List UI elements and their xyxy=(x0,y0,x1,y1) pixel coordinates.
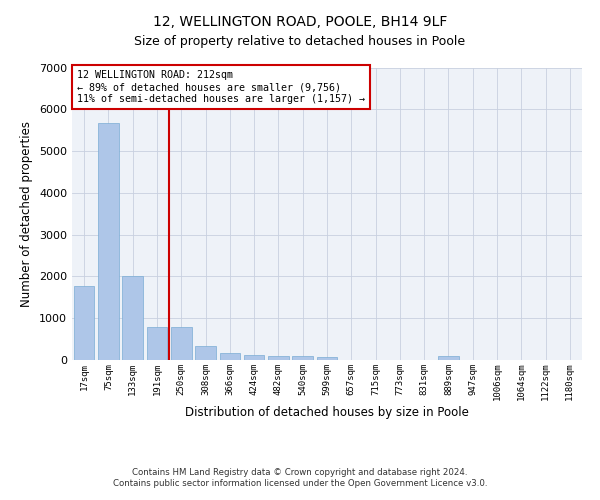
Bar xyxy=(98,122,119,360)
Bar xyxy=(220,352,240,360)
Bar xyxy=(122,276,143,360)
Bar xyxy=(195,346,216,360)
Bar xyxy=(244,356,265,360)
Bar xyxy=(292,356,313,360)
X-axis label: Distribution of detached houses by size in Poole: Distribution of detached houses by size … xyxy=(185,406,469,419)
Bar xyxy=(268,356,289,360)
Text: 12 WELLINGTON ROAD: 212sqm
← 89% of detached houses are smaller (9,756)
11% of s: 12 WELLINGTON ROAD: 212sqm ← 89% of deta… xyxy=(77,70,365,104)
Bar xyxy=(317,356,337,360)
Y-axis label: Number of detached properties: Number of detached properties xyxy=(20,120,34,306)
Bar xyxy=(171,326,191,360)
Bar xyxy=(438,356,459,360)
Bar xyxy=(74,286,94,360)
Bar xyxy=(146,326,167,360)
Text: Contains HM Land Registry data © Crown copyright and database right 2024.
Contai: Contains HM Land Registry data © Crown c… xyxy=(113,468,487,487)
Text: Size of property relative to detached houses in Poole: Size of property relative to detached ho… xyxy=(134,35,466,48)
Text: 12, WELLINGTON ROAD, POOLE, BH14 9LF: 12, WELLINGTON ROAD, POOLE, BH14 9LF xyxy=(153,15,447,29)
